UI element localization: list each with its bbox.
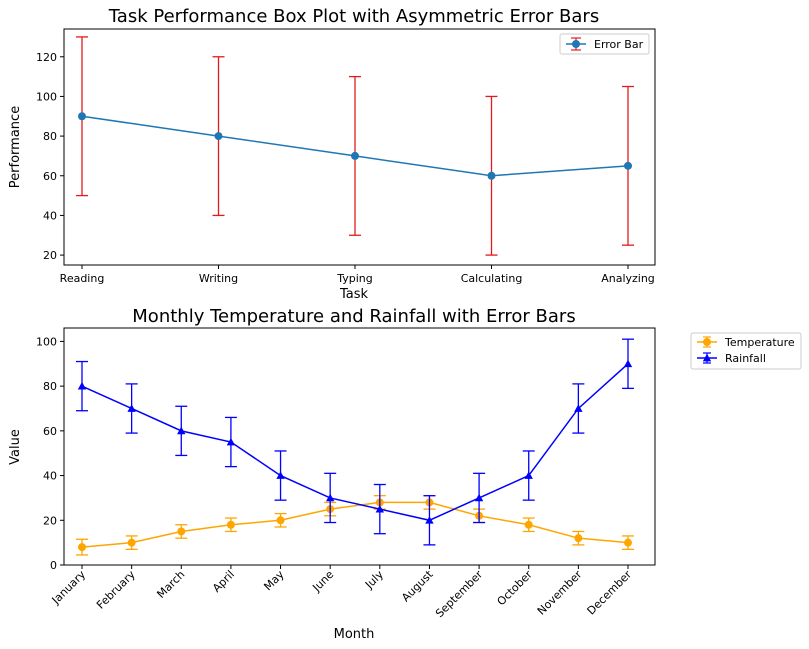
chart2-y-tick-label: 40 xyxy=(43,470,57,483)
chart2-series2-point xyxy=(77,381,87,390)
chart1-y-tick-label: 80 xyxy=(43,130,57,143)
chart1-legend-label: Error Bar xyxy=(594,38,644,51)
chart2-x-tick-label: January xyxy=(49,568,89,608)
chart2-x-tick-label: April xyxy=(210,568,237,595)
chart2-series1-point xyxy=(226,520,235,529)
chart2-legend-label: Temperature xyxy=(724,336,795,349)
chart1-x-tick-label: Calculating xyxy=(461,272,523,285)
chart2-legend-marker-swatch xyxy=(703,338,711,346)
chart2-x-tick-label: July xyxy=(362,568,386,592)
chart2-series1-point xyxy=(524,520,533,529)
chart1-x-tick-label: Reading xyxy=(60,272,105,285)
chart1-y-tick-label: 100 xyxy=(36,90,57,103)
chart2-legend-label: Rainfall xyxy=(725,352,766,365)
chart1-y-tick-label: 120 xyxy=(36,51,57,64)
chart2-series1-point xyxy=(127,538,136,547)
chart2-x-tick-label: December xyxy=(585,568,635,618)
chart2-x-tick-label: June xyxy=(309,568,336,595)
chart2-series2-point xyxy=(375,504,385,513)
chart1-axes-frame xyxy=(63,28,656,266)
chart2-x-tick-label: March xyxy=(154,568,187,601)
chart1-y-tick-label: 20 xyxy=(43,249,57,262)
chart1-y-tick-label: 40 xyxy=(43,209,57,222)
chart2-series2-point xyxy=(574,404,583,412)
chart1-legend-box xyxy=(559,33,650,55)
chart2-series2-point xyxy=(425,516,434,524)
chart2-series2-point xyxy=(623,359,633,368)
chart2-series1-point xyxy=(624,538,632,547)
chart1-y-tick-label: 60 xyxy=(43,170,57,183)
chart2-title: Monthly Temperature and Rainfall with Er… xyxy=(132,306,575,327)
chart2-series2-point xyxy=(325,493,335,502)
chart1-series1-point xyxy=(624,161,632,170)
chart1-series1-point xyxy=(351,151,359,160)
chart2-axes-frame xyxy=(63,327,656,566)
chart2-x-tick-label: September xyxy=(433,568,486,621)
chart2-series2-point xyxy=(524,471,533,479)
chart2-y-axis-label: Value xyxy=(8,429,23,465)
chart2-series2-point xyxy=(127,404,136,412)
chart1-y-axis-label: Performance xyxy=(8,106,23,188)
chart2-series2-point xyxy=(177,426,186,435)
chart1-x-tick-label: Typing xyxy=(336,272,373,285)
chart1-legend-marker-swatch xyxy=(572,40,580,48)
chart2-x-tick-label: November xyxy=(535,568,585,618)
chart1-series1-point xyxy=(487,171,496,180)
chart2-y-tick-label: 80 xyxy=(43,380,57,393)
chart2-y-tick-label: 0 xyxy=(50,559,57,572)
chart2-series1-point xyxy=(177,527,186,536)
chart2-y-tick-label: 100 xyxy=(36,335,57,348)
chart1-x-axis-label: Task xyxy=(339,287,369,302)
chart2-series2-point xyxy=(474,493,484,502)
chart2-y-tick-label: 60 xyxy=(43,425,57,438)
chart2-x-tick-label: February xyxy=(94,568,138,612)
chart2-series1-point xyxy=(574,534,583,543)
chart1-series1-point xyxy=(214,132,223,141)
chart2-series2-point xyxy=(276,471,285,479)
chart2-series2-line xyxy=(81,363,629,522)
chart2-series2-point xyxy=(226,437,236,446)
chart1-title: Task Performance Box Plot with Asymmetri… xyxy=(108,6,599,27)
chart1-series1-point xyxy=(78,112,86,121)
chart2-legend-marker-swatch xyxy=(702,353,712,362)
chart2-series1-line xyxy=(81,501,629,548)
chart2-x-tick-label: October xyxy=(495,568,536,609)
chart2-y-tick-label: 20 xyxy=(43,514,57,527)
chart2-series1-point xyxy=(276,516,285,525)
chart2-series1-point xyxy=(78,543,86,552)
chart1-x-tick-label: Analyzing xyxy=(601,272,655,285)
chart2-x-axis-label: Month xyxy=(334,627,375,642)
chart2-x-tick-label: August xyxy=(399,567,436,604)
chart1-x-tick-label: Writing xyxy=(199,272,238,285)
chart2-legend-box xyxy=(690,332,802,370)
chart2-x-tick-label: May xyxy=(261,568,287,594)
